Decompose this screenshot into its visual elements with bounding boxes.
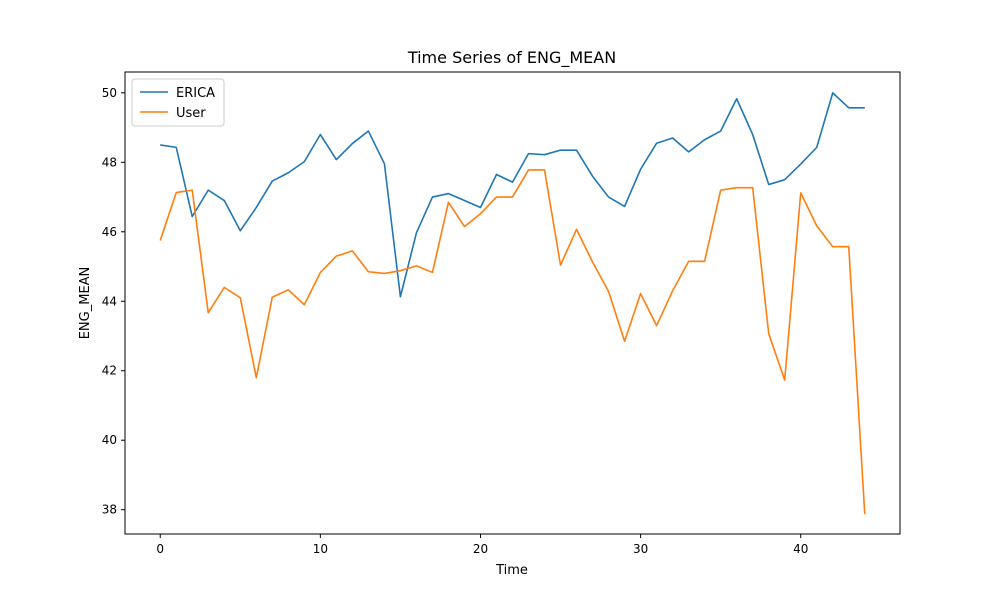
y-tick-label: 42 xyxy=(102,364,117,378)
x-axis-label: Time xyxy=(495,563,528,578)
plot-lines xyxy=(159,92,866,515)
y-tick-label: 46 xyxy=(102,225,117,239)
x-tick-label: 30 xyxy=(633,542,648,556)
plot-area-frame xyxy=(124,71,901,535)
x-tick-label: 20 xyxy=(473,542,488,556)
chart-title: Time Series of ENG_MEAN xyxy=(407,48,616,68)
legend-box xyxy=(131,78,225,127)
y-axis-label: ENG_MEAN xyxy=(78,267,93,340)
x-tick-label: 0 xyxy=(156,542,164,556)
legend: ERICA User xyxy=(131,78,225,127)
series-line-user xyxy=(159,169,866,515)
y-tick-label: 38 xyxy=(102,503,117,517)
y-axis: 38 40 42 44 46 48 50 xyxy=(102,86,125,517)
x-tick-label: 10 xyxy=(313,542,328,556)
y-tick-label: 44 xyxy=(102,294,117,308)
y-tick-label: 50 xyxy=(102,86,117,100)
series-line-erica xyxy=(160,92,865,298)
x-axis: 0 10 20 30 40 xyxy=(156,534,808,556)
legend-label-user: User xyxy=(176,106,206,121)
legend-label-erica: ERICA xyxy=(176,86,215,101)
y-tick-label: 48 xyxy=(102,155,117,169)
x-tick-label: 40 xyxy=(793,542,808,556)
y-tick-label: 40 xyxy=(102,433,117,447)
